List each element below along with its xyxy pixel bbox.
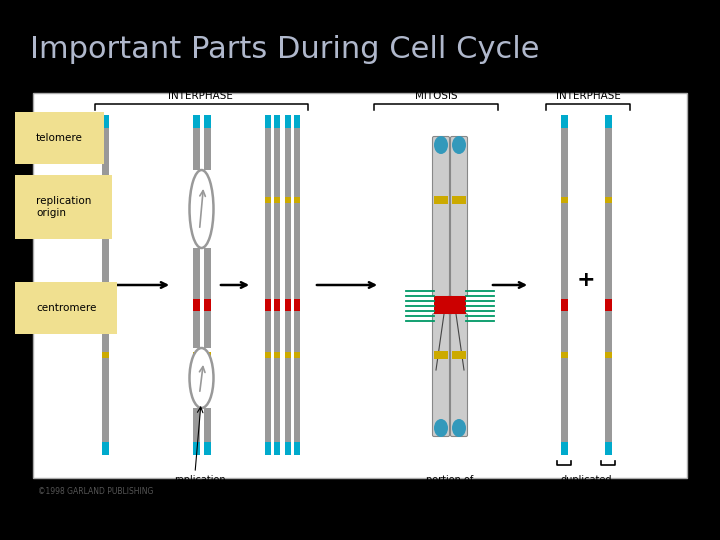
Bar [434,196,448,204]
Bar [274,115,280,128]
Text: portion of
mitotic spindle: portion of mitotic spindle [414,475,486,497]
Bar [192,299,199,311]
Bar [294,115,300,128]
Bar [192,248,199,348]
FancyBboxPatch shape [451,314,467,436]
Bar [192,408,199,442]
Text: replication
origin: replication origin [36,196,91,218]
Bar [452,351,466,359]
Bar [102,128,109,442]
Text: replication
bubble: replication bubble [174,475,226,497]
Bar [204,128,210,170]
Bar [204,248,210,348]
Bar [204,408,210,442]
Text: ©1998 GARLAND PUBLISHING: ©1998 GARLAND PUBLISHING [38,488,153,496]
Bar [265,442,271,455]
Bar [285,115,291,128]
Bar [294,442,300,455]
Bar [102,299,109,311]
Bar [274,442,280,455]
Bar [285,197,291,203]
Ellipse shape [189,170,214,248]
Bar [192,115,199,128]
Text: Important Parts During Cell Cycle: Important Parts During Cell Cycle [30,36,539,64]
Bar [560,128,567,442]
Bar [102,115,109,128]
Bar [204,197,210,203]
Bar [605,128,611,442]
Bar [605,352,611,358]
Bar [102,352,109,358]
Ellipse shape [434,136,448,154]
Bar [294,299,300,311]
Bar [274,128,280,442]
Text: INTERPHASE: INTERPHASE [556,91,621,101]
FancyBboxPatch shape [433,137,449,296]
Bar [265,128,271,442]
Ellipse shape [452,136,466,154]
Bar [102,197,109,203]
Bar [605,299,611,311]
Bar [434,351,448,359]
Text: duplicated
chromosomes
in separate cells: duplicated chromosomes in separate cells [546,475,626,508]
Bar [192,128,199,170]
Bar [102,442,109,455]
Bar [265,197,271,203]
Bar [274,299,280,311]
Bar [274,352,280,358]
Bar [285,128,291,442]
Bar [33,93,687,478]
Ellipse shape [434,419,448,437]
Bar [192,442,199,455]
Bar [204,352,210,358]
Ellipse shape [189,348,214,408]
Bar [265,115,271,128]
Bar [265,299,271,311]
Bar [204,442,210,455]
Bar [560,442,567,455]
Text: telomere: telomere [36,133,83,143]
Text: centromere: centromere [36,303,96,313]
FancyBboxPatch shape [433,314,449,436]
Bar [285,299,291,311]
Ellipse shape [452,419,466,437]
Bar [192,352,199,358]
Bar [560,299,567,311]
Bar [294,197,300,203]
Bar [605,442,611,455]
Bar [274,197,280,203]
Text: +: + [577,270,595,290]
Bar [434,296,466,314]
Bar [294,128,300,442]
Bar [605,115,611,128]
Bar [605,197,611,203]
Bar [294,352,300,358]
Bar [204,115,210,128]
Bar [285,352,291,358]
Bar [560,115,567,128]
Bar [452,196,466,204]
FancyBboxPatch shape [451,137,467,296]
Text: MITOSIS: MITOSIS [415,91,457,101]
Bar [285,442,291,455]
Bar [265,352,271,358]
Bar [192,197,199,203]
Bar [560,352,567,358]
Bar [560,197,567,203]
Bar [204,299,210,311]
Text: INTERPHASE: INTERPHASE [168,91,233,101]
